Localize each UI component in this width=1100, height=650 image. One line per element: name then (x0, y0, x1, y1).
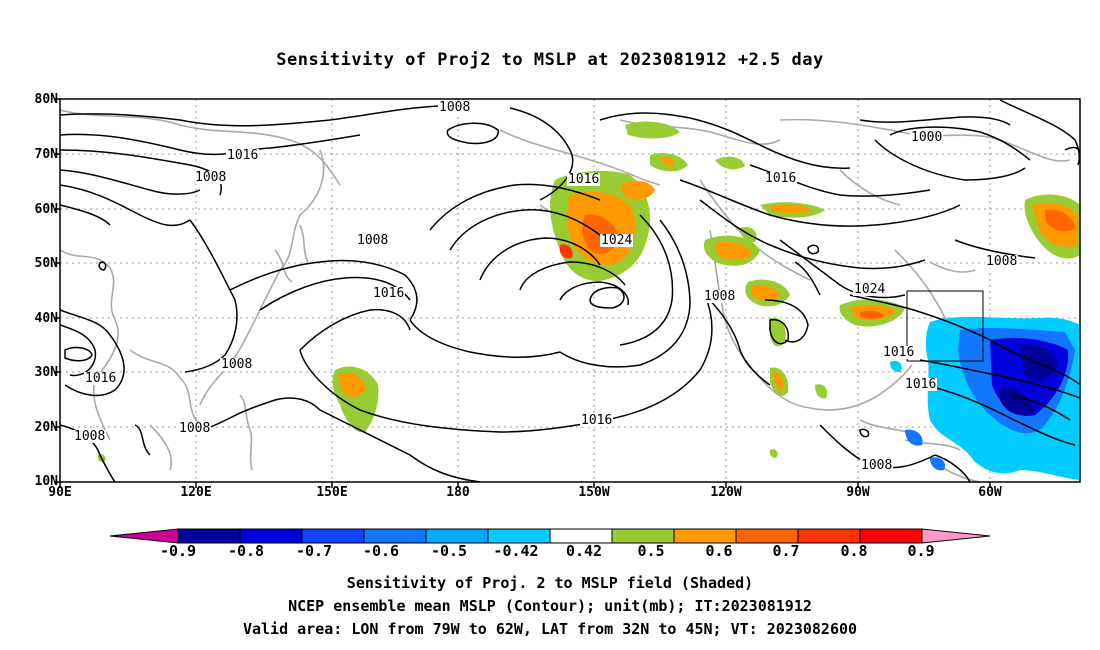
lon-label: 120E (180, 485, 212, 500)
colorbar-label: 0.8 (840, 542, 868, 560)
colorbar-segment (425, 528, 489, 544)
plot-frame (59, 98, 1081, 483)
lat-label: 40N (34, 311, 58, 326)
colorbar-segment (239, 528, 303, 544)
lat-label: 30N (34, 365, 58, 380)
contour-label: 1008 (703, 289, 737, 304)
colorbar-label: -0.42 (493, 542, 539, 560)
lon-label: 90W (846, 485, 870, 500)
colorbar-label: 0.7 (772, 542, 800, 560)
contour-label: 1024 (600, 233, 634, 248)
contour-label: 1016 (904, 377, 938, 392)
colorbar-segment (859, 528, 923, 544)
negative-sensitivity-region (890, 316, 1080, 480)
colorbar-segment (797, 528, 861, 544)
contour-label: 1016 (882, 345, 916, 360)
lon-label: 150E (316, 485, 348, 500)
colorbar-segment (735, 528, 799, 544)
colorbar-segment (611, 528, 675, 544)
contour-label: 1016 (226, 148, 260, 163)
lon-label: 150W (578, 485, 610, 500)
contour-label: 1008 (194, 170, 228, 185)
positive-sensitivity-region (97, 121, 1080, 463)
colorbar-segment (549, 528, 613, 544)
colorbar (109, 528, 991, 544)
colorbar-label: -0.5 (430, 542, 468, 560)
contour-label: 1008 (985, 254, 1019, 269)
contour-label: 1008 (438, 100, 472, 115)
valid-area-box (906, 290, 984, 362)
colorbar-label: 0.6 (705, 542, 733, 560)
lon-label: 90E (48, 485, 72, 500)
lat-label: 20N (34, 420, 58, 435)
colorbar-end-low (109, 528, 179, 544)
lon-label: 180 (446, 485, 470, 500)
lat-label: 50N (34, 256, 58, 271)
contour-label: 1016 (372, 286, 406, 301)
colorbar-segment (301, 528, 365, 544)
contour-label: 1008 (356, 233, 390, 248)
colorbar-label: 0.42 (565, 542, 603, 560)
lon-label: 60W (978, 485, 1002, 500)
lat-label: 10N (34, 474, 58, 489)
contour-label: 1008 (73, 429, 107, 444)
colorbar-segment (673, 528, 737, 544)
caption-line-2: NCEP ensemble mean MSLP (Contour); unit(… (288, 597, 812, 615)
contour-label: 1016 (84, 371, 118, 386)
contour-label: 1016 (567, 172, 601, 187)
contour-label: 1008 (220, 357, 254, 372)
colorbar-label: 0.9 (907, 542, 935, 560)
lon-label: 120W (710, 485, 742, 500)
lat-label: 70N (34, 147, 58, 162)
colorbar-end-high (921, 528, 991, 544)
colorbar-label: 0.5 (637, 542, 665, 560)
colorbar-label: -0.8 (227, 542, 265, 560)
colorbar-segment (177, 528, 241, 544)
axis-ticks (54, 98, 991, 488)
contour-label: 1024 (853, 282, 887, 297)
contour-label: 1008 (860, 458, 894, 473)
colorbar-label: -0.7 (295, 542, 333, 560)
colorbar-label: -0.6 (362, 542, 400, 560)
caption-line-3: Valid area: LON from 79W to 62W, LAT fro… (242, 620, 858, 638)
contour-label: 1016 (764, 171, 798, 186)
mslp-contours (60, 99, 1080, 482)
map-title: Sensitivity of Proj2 to MSLP at 20230819… (276, 50, 824, 70)
lat-label: 80N (34, 92, 58, 107)
contour-label: 1016 (580, 413, 614, 428)
colorbar-segment (487, 528, 551, 544)
contour-label: 1000 (910, 130, 944, 145)
caption-line-1: Sensitivity of Proj. 2 to MSLP field (Sh… (346, 574, 754, 592)
colorbar-segment (363, 528, 427, 544)
lat-label: 60N (34, 202, 58, 217)
colorbar-label: -0.9 (159, 542, 197, 560)
contour-label: 1008 (178, 421, 212, 436)
